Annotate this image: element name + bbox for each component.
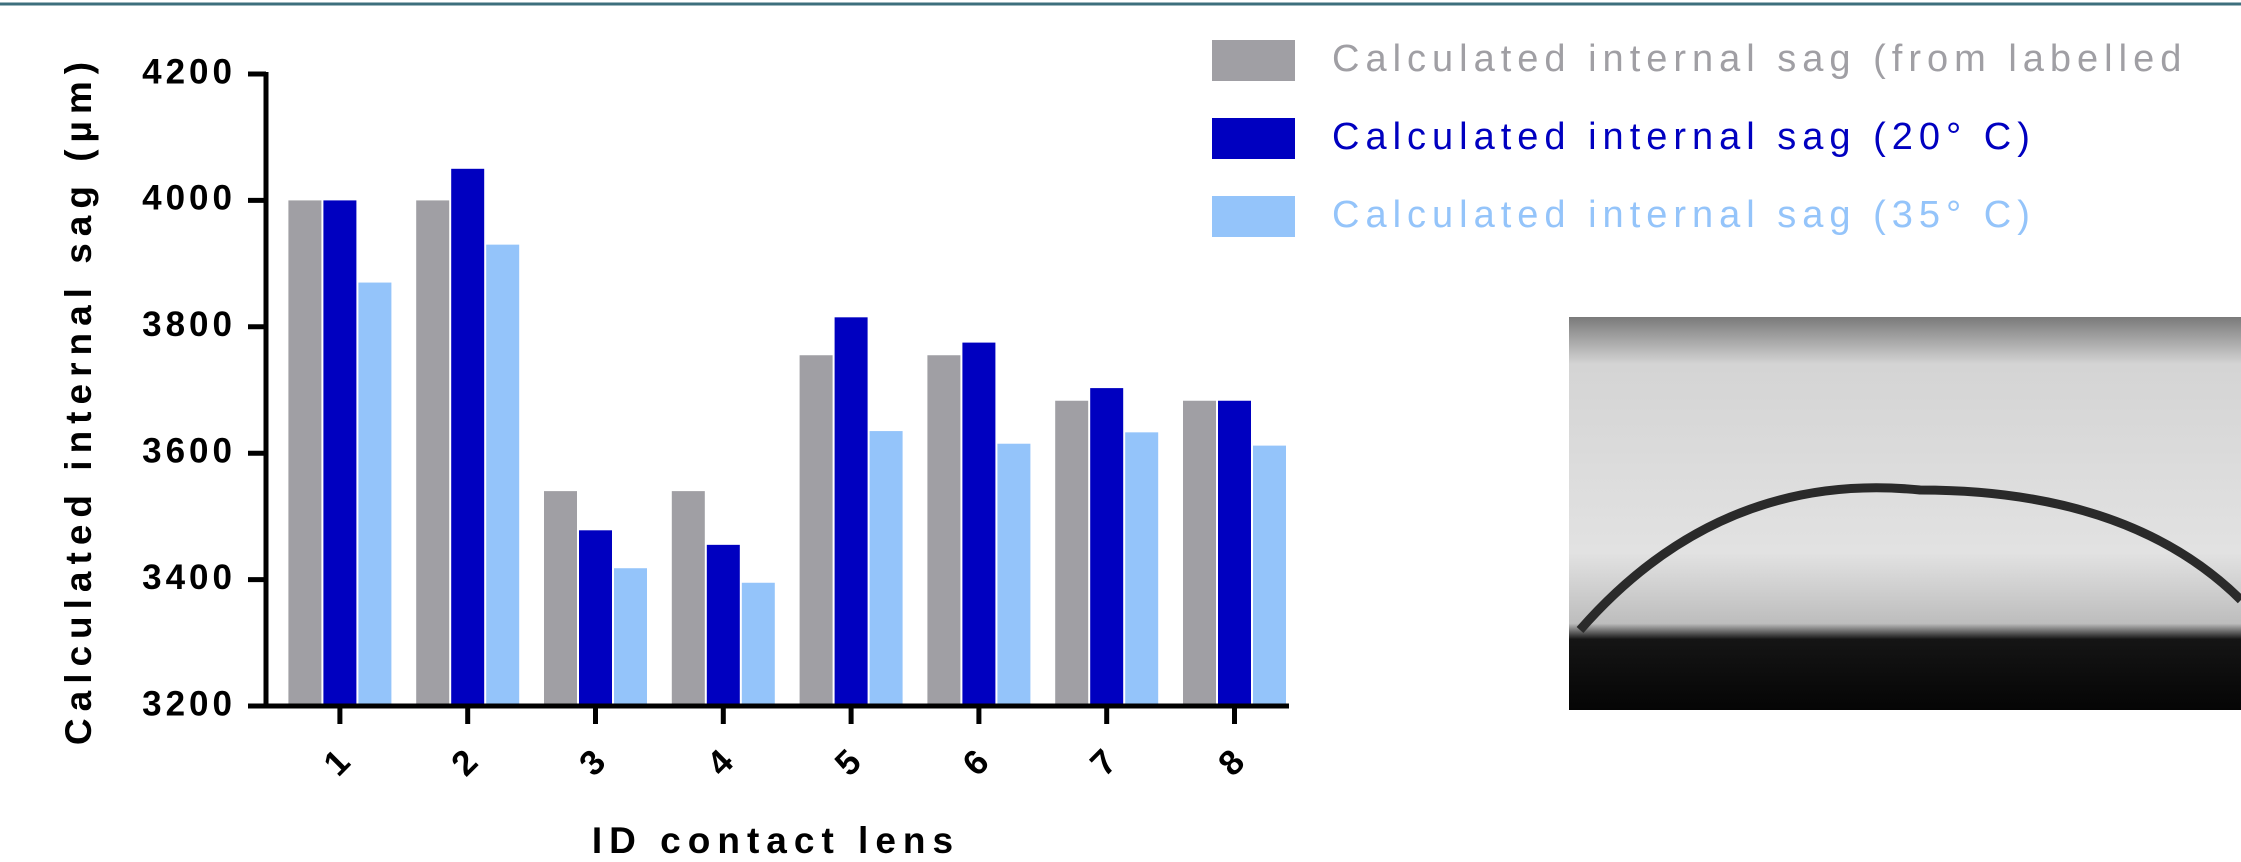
legend-swatch (1212, 118, 1295, 159)
x-axis-title: ID contact lens (592, 820, 960, 857)
bar (1055, 400, 1089, 706)
bar (706, 544, 740, 706)
x-tick-label: 7 (1083, 739, 1127, 783)
bar (416, 200, 450, 706)
x-tick-label: 4 (700, 739, 744, 783)
y-tick-label: 3200 (142, 684, 236, 723)
x-tick-label: 3 (572, 739, 616, 783)
bar (358, 282, 392, 706)
bar (288, 200, 322, 706)
photo-background (1569, 317, 2241, 710)
y-tick-label: 3800 (142, 305, 236, 344)
y-tick-label: 3400 (142, 558, 236, 597)
bar (997, 443, 1031, 706)
y-tick-label: 4200 (142, 52, 236, 91)
bar (323, 200, 357, 706)
bar (544, 491, 577, 706)
legend-label: Calculated internal sag (from labelled (1332, 38, 2187, 80)
x-tick-label: 5 (827, 739, 871, 783)
bar (579, 530, 612, 706)
x-tick-label: 6 (955, 739, 999, 783)
bar (962, 342, 996, 706)
bar (834, 317, 868, 706)
bar (671, 491, 705, 706)
y-tick-label: 4000 (142, 179, 236, 218)
legend-swatch (1212, 40, 1295, 81)
bar (1253, 445, 1286, 706)
bar (1218, 400, 1251, 706)
x-tick-label: 1 (316, 739, 360, 783)
bar (1183, 400, 1216, 706)
bar (1090, 388, 1124, 706)
bar (486, 244, 520, 706)
bar (741, 582, 775, 706)
y-tick-label: 3600 (142, 431, 236, 470)
legend-label: Calculated internal sag (20° C) (1332, 116, 2036, 158)
legend-swatch (1212, 196, 1295, 237)
legend-label: Calculated internal sag (35° C) (1332, 194, 2036, 236)
photo (1569, 317, 2241, 710)
photo-lens-edge (1576, 483, 2241, 633)
bar (799, 355, 833, 706)
bar (614, 568, 647, 706)
x-tick-label: 2 (444, 739, 488, 783)
bar (927, 355, 961, 706)
bar (1125, 432, 1159, 706)
bar (869, 431, 903, 706)
y-axis-title: Calculated internal sag (µm) (58, 55, 99, 745)
x-tick-label: 8 (1211, 739, 1255, 783)
bar (451, 168, 485, 707)
